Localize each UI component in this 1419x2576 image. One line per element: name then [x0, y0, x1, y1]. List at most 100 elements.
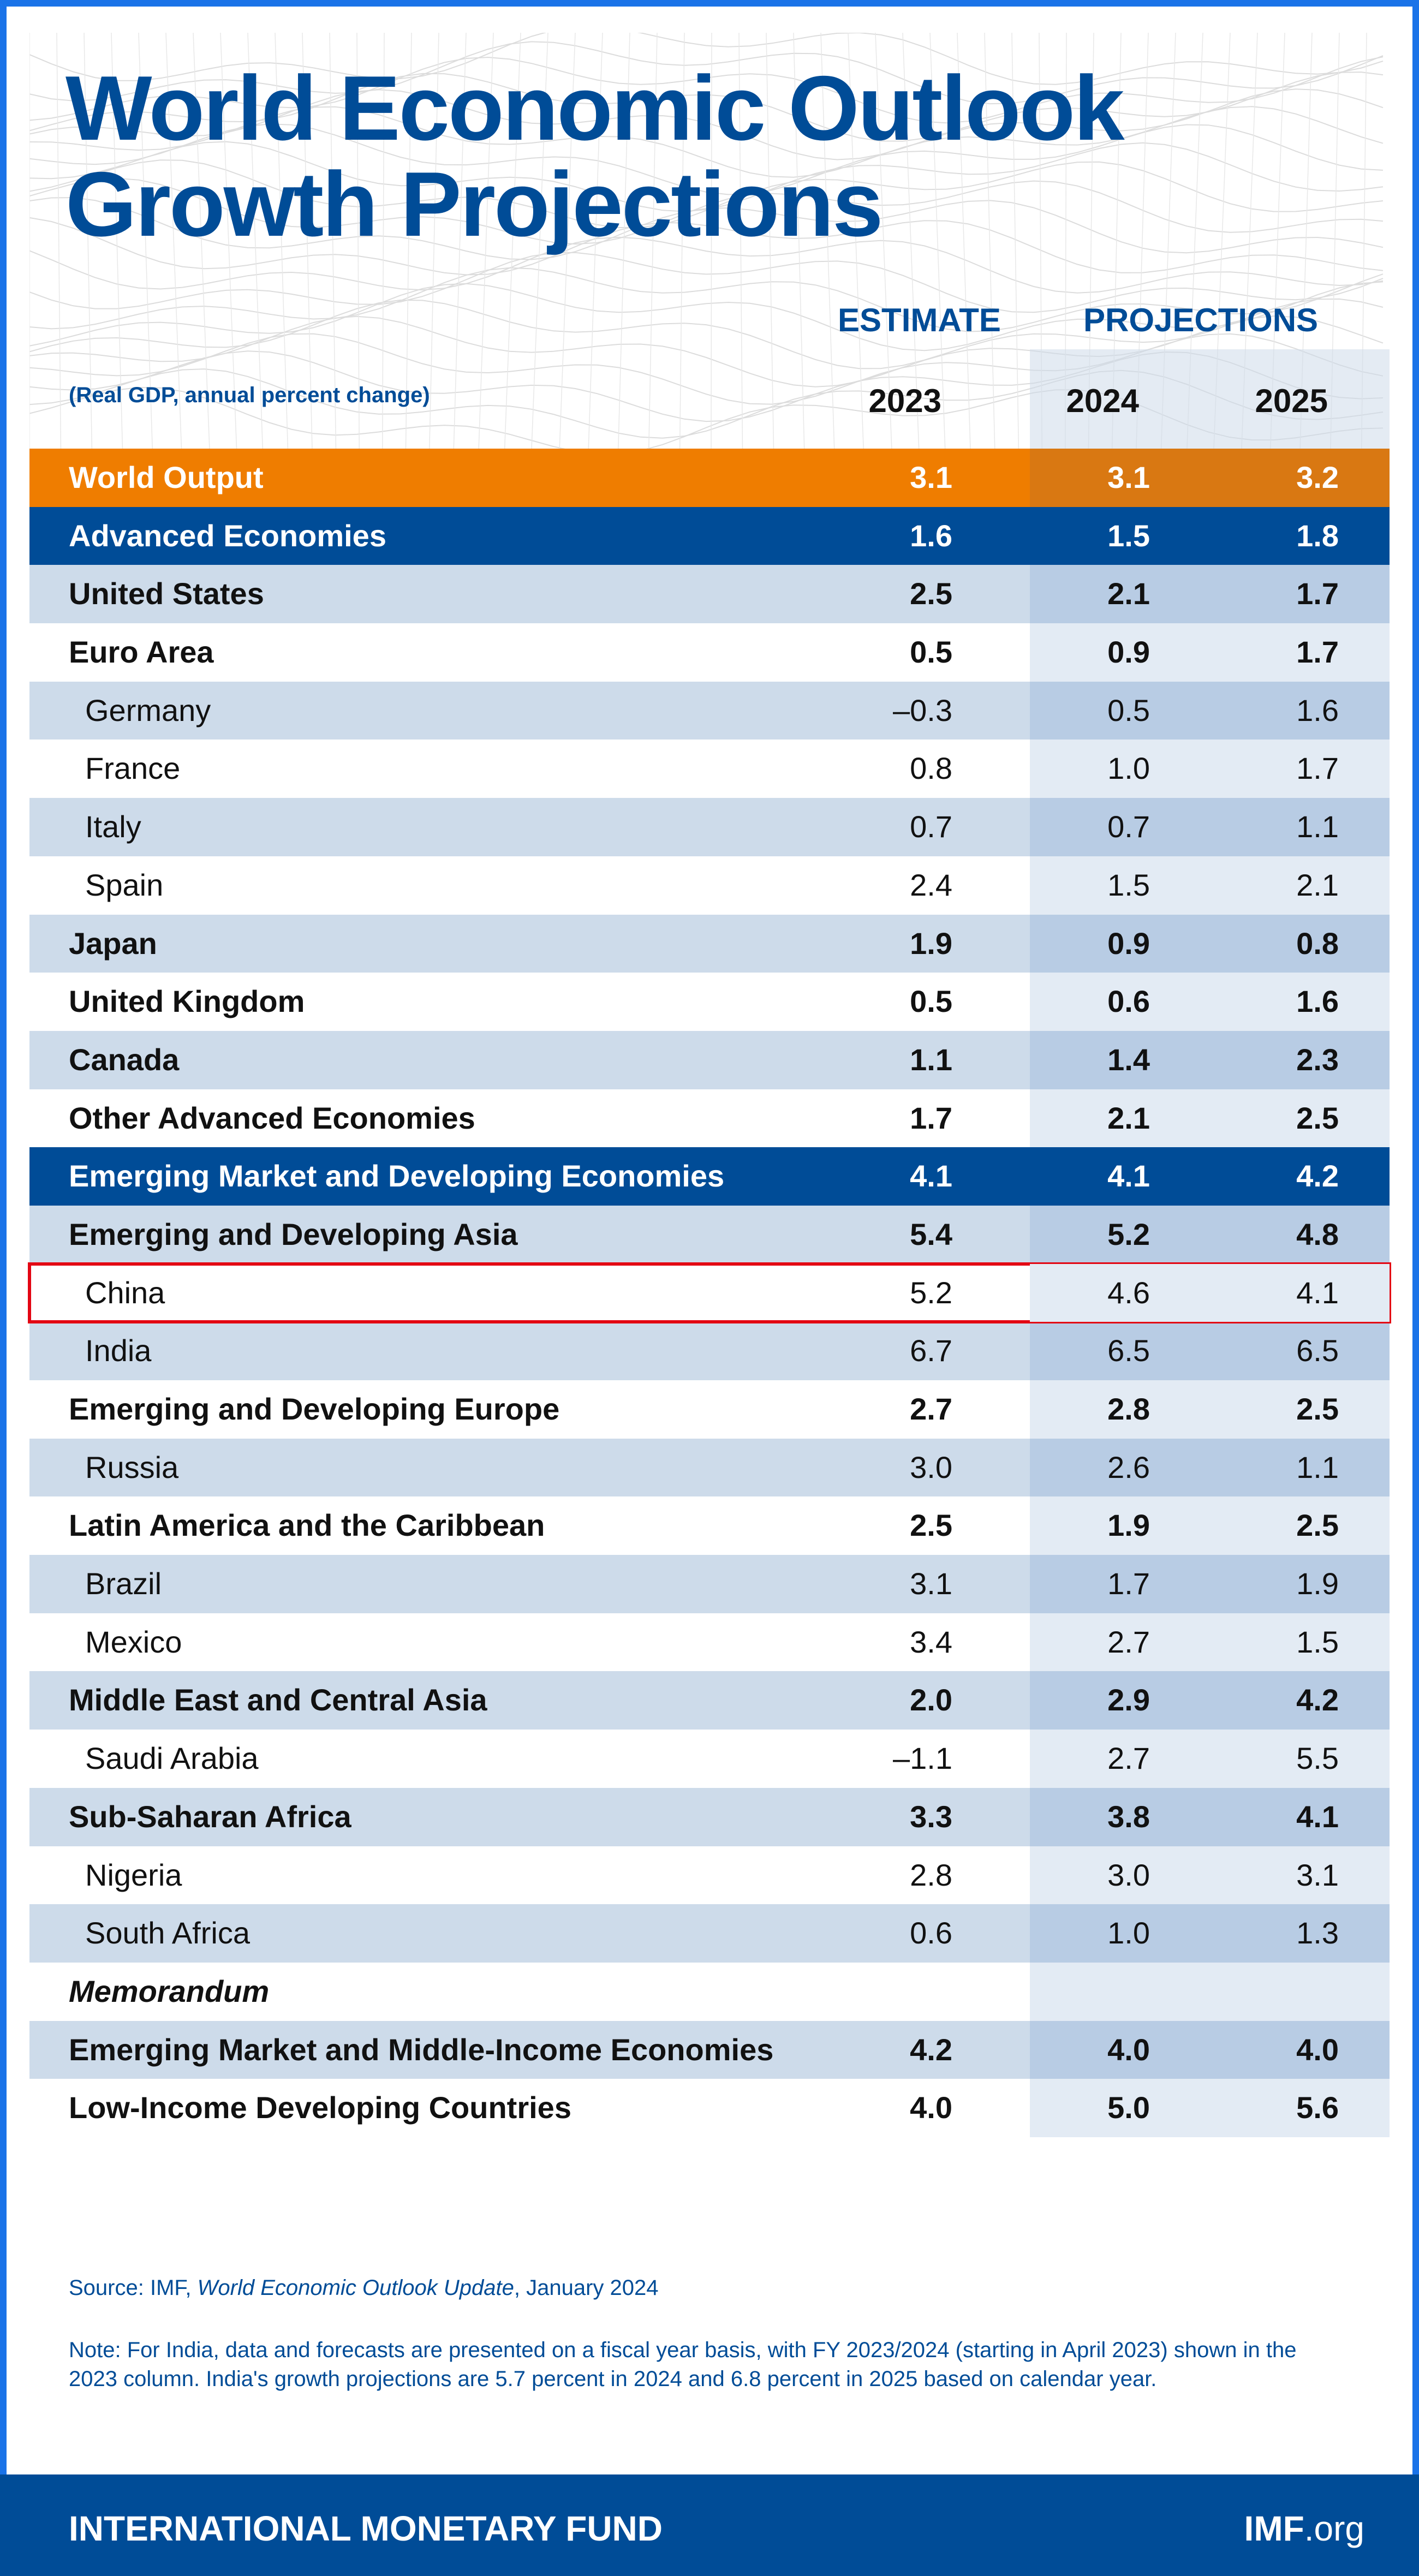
value-2024: 3.0	[1107, 1857, 1150, 1892]
value-2025: 3.1	[1296, 1857, 1339, 1892]
value-2025: 2.5	[1296, 1392, 1339, 1426]
value-2025: 5.5	[1296, 1741, 1339, 1776]
row-label: Emerging Market and Middle-Income Econom…	[69, 2032, 774, 2067]
mesh-line	[29, 281, 1384, 351]
table-row: Low-Income Developing Countries 4.0 5.0 5.6	[29, 2079, 1390, 2137]
projection-cell-shade	[1030, 1787, 1390, 1846]
projection-cell-shade	[1030, 1613, 1390, 1672]
row-label: Mexico	[85, 1624, 182, 1659]
mesh-line	[588, 33, 603, 449]
value-2025: 2.5	[1296, 1508, 1339, 1543]
projection-cell-shade	[1030, 506, 1390, 565]
row-label: Other Advanced Economies	[69, 1100, 475, 1135]
value-2025: 1.8	[1296, 518, 1339, 553]
value-2025: 4.2	[1296, 1159, 1339, 1194]
table-row: World Output 3.1 3.1 3.2	[29, 449, 1390, 507]
value-2024: 1.5	[1107, 518, 1150, 553]
mesh-line	[165, 33, 182, 449]
value-2023: 2.7	[910, 1392, 952, 1426]
row-label: India	[85, 1333, 152, 1368]
mesh-line	[29, 71, 1384, 142]
projection-cell-shade	[1030, 565, 1390, 624]
value-2024: 0.5	[1107, 693, 1150, 728]
value-2023: 3.4	[910, 1624, 952, 1659]
page-title: World Economic Outlook Growth Projection…	[65, 57, 1125, 255]
value-2025: 1.6	[1296, 984, 1339, 1019]
mesh-line	[405, 33, 412, 449]
mesh-line	[84, 33, 93, 449]
mesh-line	[29, 56, 1384, 124]
mesh-line	[453, 33, 467, 449]
value-2025: 2.3	[1296, 1042, 1339, 1077]
projections-column-shade	[1030, 349, 1390, 449]
row-label: Germany	[85, 693, 211, 728]
value-2023: 3.1	[910, 1566, 952, 1601]
value-2025: 2.1	[1296, 867, 1339, 902]
row-label: Memorandum	[69, 1973, 270, 2008]
mesh-line	[738, 33, 743, 449]
mesh-line	[531, 33, 548, 449]
mesh-line	[29, 123, 1384, 195]
table-row: United States 2.5 2.1 1.7	[29, 565, 1390, 624]
row-label: Italy	[85, 809, 141, 844]
projection-cell-shade	[1030, 1322, 1390, 1380]
value-2023: 1.9	[910, 926, 952, 961]
mesh-line	[29, 159, 1384, 229]
value-2024: 2.9	[1107, 1683, 1150, 1718]
projection-cell-shade	[1030, 1263, 1390, 1322]
value-2024: 1.9	[1107, 1508, 1150, 1543]
footer-site-link[interactable]: IMF.org	[1244, 2508, 1364, 2549]
value-2024: 1.0	[1107, 751, 1150, 786]
projection-cell-shade	[1030, 856, 1390, 915]
mesh-line	[29, 106, 1384, 178]
value-2024: 3.8	[1107, 1799, 1150, 1834]
value-2024: 2.7	[1107, 1741, 1150, 1776]
projection-cell-shade	[1030, 1904, 1390, 1963]
year-header-2023: 2023	[868, 383, 941, 419]
mesh-line	[29, 141, 1384, 212]
row-label: World Output	[69, 460, 264, 494]
value-2025: 1.6	[1296, 693, 1339, 728]
year-header-2025: 2025	[1255, 383, 1328, 419]
value-2024: 5.0	[1107, 2090, 1150, 2125]
value-2023: 2.4	[910, 867, 952, 902]
projection-cell-shade	[1030, 798, 1390, 856]
row-label: Canada	[69, 1042, 180, 1077]
value-2024: 0.6	[1107, 984, 1150, 1019]
table-row: Nigeria 2.8 3.0 3.1	[29, 1846, 1390, 1905]
row-label: China	[85, 1275, 165, 1310]
value-2025: 1.5	[1296, 1624, 1339, 1659]
mesh-line	[193, 33, 210, 449]
value-2025: 6.5	[1296, 1333, 1339, 1368]
projection-cell-shade	[1030, 1205, 1390, 1264]
row-label: Euro Area	[69, 635, 214, 670]
value-2024: 0.7	[1107, 809, 1150, 844]
value-2025: 0.8	[1296, 926, 1339, 961]
value-2025: 4.1	[1296, 1799, 1339, 1834]
projection-cell-shade	[1030, 449, 1390, 507]
mesh-line	[766, 33, 774, 449]
row-label: Russia	[85, 1450, 179, 1484]
value-2025: 1.3	[1296, 1916, 1339, 1951]
table-row: Emerging Market and Developing Economies…	[29, 1147, 1390, 1206]
source-suffix: , January 2024	[514, 2276, 659, 2300]
projections-header: PROJECTIONS	[1083, 302, 1319, 338]
projection-cell-shade	[1030, 1147, 1390, 1206]
footer-bar: INTERNATIONAL MONETARY FUND IMF.org	[0, 2474, 1419, 2576]
mesh-line	[478, 33, 494, 449]
value-2023: 4.2	[910, 2032, 952, 2067]
table-row: Canada 1.1 1.4 2.3	[29, 1030, 1390, 1089]
value-2025: 5.6	[1296, 2090, 1339, 2125]
value-2023: 6.7	[910, 1333, 952, 1368]
mesh-line	[875, 33, 892, 449]
mesh-line	[848, 33, 864, 449]
value-2025: 1.7	[1296, 576, 1339, 611]
projection-cell-shade	[1030, 1496, 1390, 1555]
table-row: Italy 0.7 0.7 1.1	[29, 798, 1390, 856]
value-2023: 1.7	[910, 1100, 952, 1135]
projection-cell-shade	[1030, 1030, 1390, 1089]
value-2025: 4.2	[1296, 1683, 1339, 1718]
mesh-line	[957, 33, 971, 449]
estimate-header: ESTIMATE	[838, 302, 1001, 338]
mesh-line	[1011, 33, 1019, 449]
